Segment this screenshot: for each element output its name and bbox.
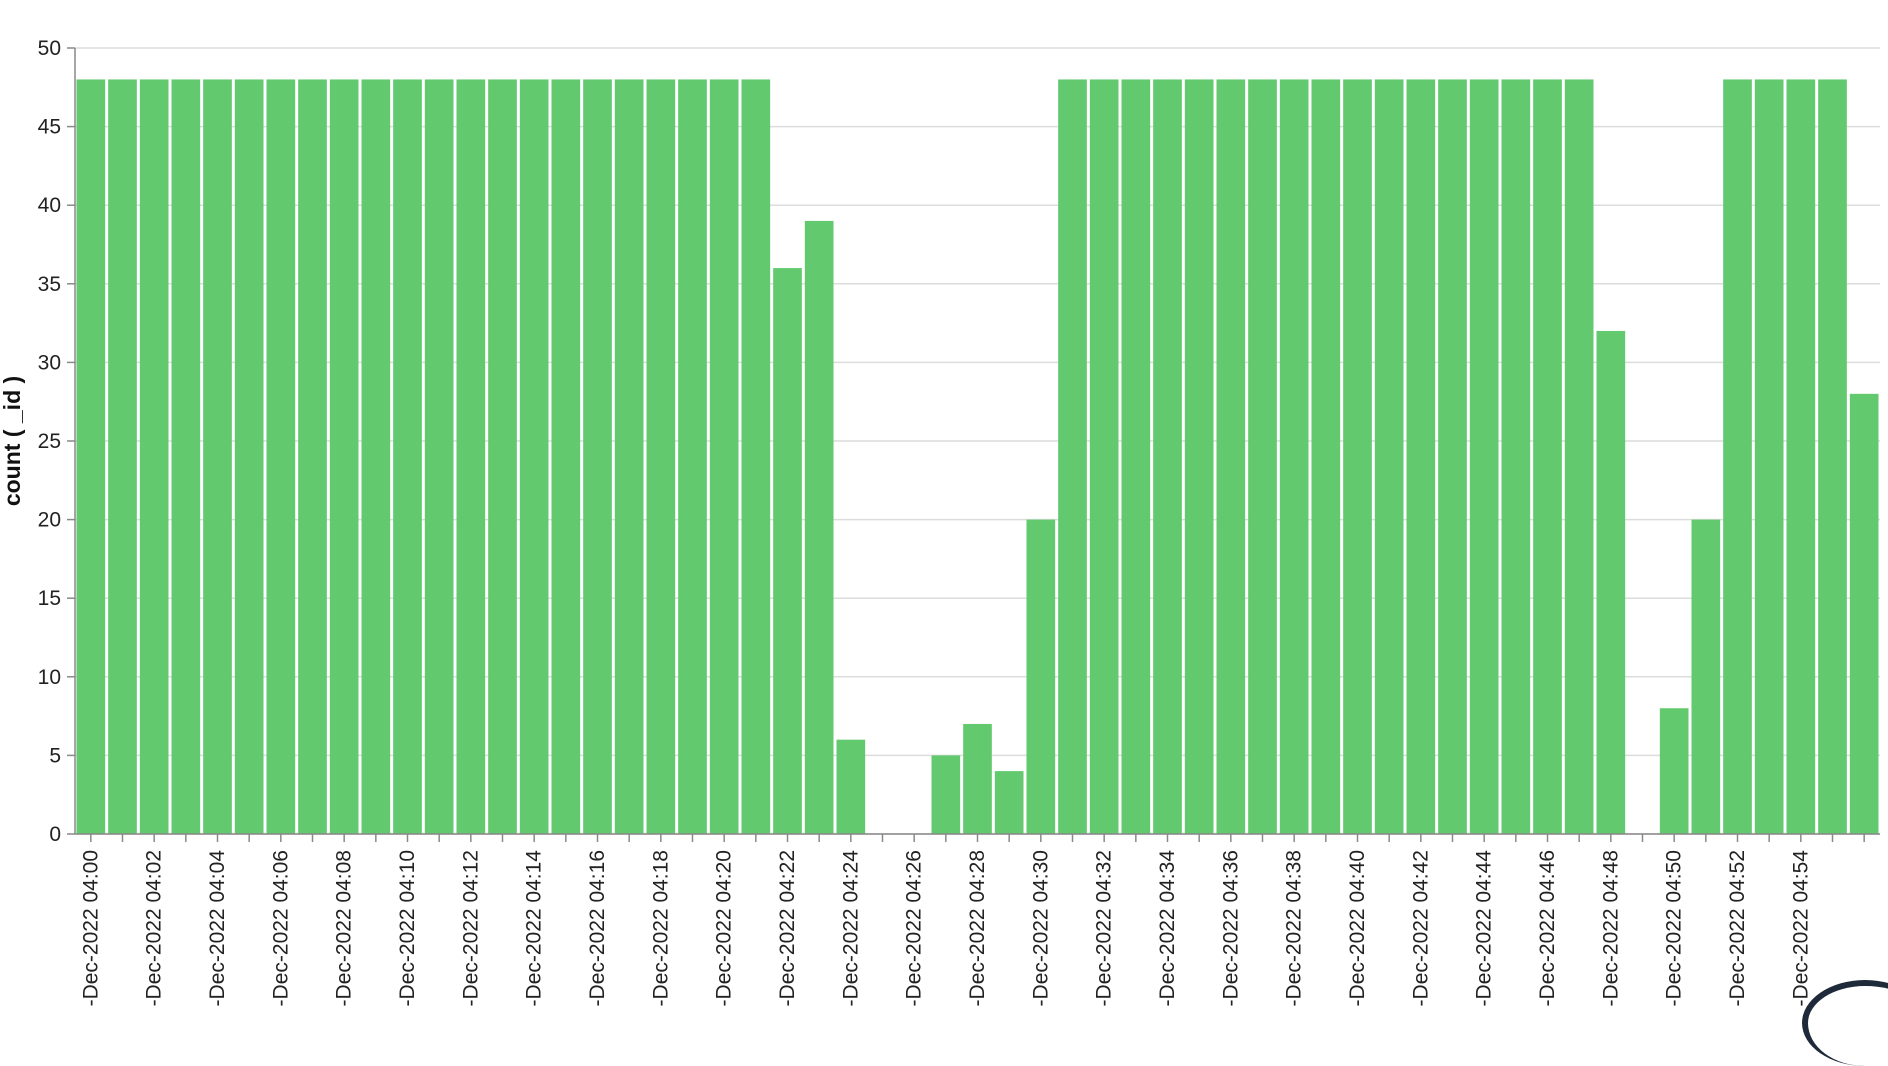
x-axis-ticks: -Dec-2022 04:00 -Dec-2022 04:02 -Dec-2022 … [79, 834, 1865, 1007]
bar [551, 79, 581, 834]
x-tick-label: -Dec-2022 04:00 [79, 850, 102, 1006]
bar [76, 79, 106, 834]
bar [1501, 79, 1531, 834]
y-tick-label: 30 [38, 351, 61, 374]
x-tick-label: -Dec-2022 04:34 [1156, 850, 1179, 1007]
bar [171, 79, 201, 834]
bar [709, 79, 739, 834]
bar [931, 755, 961, 834]
y-tick-label: 50 [38, 37, 61, 60]
y-axis-ticks: 0 5 10 15 20 25 30 35 40 45 50 [38, 37, 75, 846]
x-tick-label: -Dec-2022 04:28 [966, 850, 989, 1006]
bar [361, 79, 391, 834]
bar [1754, 79, 1784, 834]
bar [234, 79, 264, 834]
x-tick-label: -Dec-2022 04:42 [1409, 850, 1432, 1006]
x-tick-label: -Dec-2022 04:46 [1536, 850, 1559, 1006]
corner-decoration [1802, 980, 1888, 1066]
bar [1691, 519, 1721, 834]
y-tick-label: 20 [38, 509, 61, 532]
bar [456, 79, 486, 834]
bar [963, 723, 992, 834]
y-tick-label: 40 [38, 194, 61, 217]
bar [583, 79, 612, 834]
y-tick-label: 10 [38, 666, 61, 689]
x-tick-label: -Dec-2022 04:44 [1473, 850, 1496, 1007]
bars [76, 79, 1879, 835]
bar [1469, 79, 1499, 834]
bar [741, 79, 771, 834]
bar [1184, 79, 1214, 834]
bar [203, 79, 232, 834]
bar [1153, 79, 1182, 834]
bar [1818, 79, 1847, 834]
x-tick-label: -Dec-2022 04:26 [903, 850, 926, 1006]
bar [614, 79, 644, 834]
bar [1216, 79, 1246, 834]
x-tick-label: -Dec-2022 04:16 [586, 850, 609, 1006]
bar [1026, 519, 1056, 834]
y-tick-label: 15 [38, 587, 61, 610]
x-tick-label: -Dec-2022 04:08 [333, 850, 356, 1006]
bar [108, 79, 137, 834]
bar [1659, 708, 1689, 834]
y-tick-label: 45 [38, 116, 61, 139]
x-tick-label: -Dec-2022 04:40 [1346, 850, 1369, 1006]
bar [678, 79, 707, 834]
bar [424, 79, 454, 834]
bar [1406, 79, 1436, 834]
x-tick-label: -Dec-2022 04:20 [713, 850, 736, 1006]
x-tick-label: -Dec-2022 04:50 [1663, 850, 1686, 1006]
bar [266, 79, 296, 834]
bar [804, 220, 834, 835]
bar [1849, 393, 1879, 834]
x-tick-label: -Dec-2022 04:10 [396, 850, 419, 1006]
bar [393, 79, 422, 834]
bar [1058, 79, 1087, 834]
bar [519, 79, 549, 834]
bar [1121, 79, 1151, 834]
y-axis-title: count ( _id ) [0, 376, 25, 506]
x-tick-label: -Dec-2022 04:38 [1283, 850, 1306, 1006]
bar [1596, 330, 1626, 834]
x-tick-label: -Dec-2022 04:14 [523, 850, 546, 1007]
bar [646, 79, 676, 834]
bar [1279, 79, 1309, 834]
y-tick-label: 25 [38, 430, 61, 453]
x-tick-label: -Dec-2022 04:52 [1726, 850, 1749, 1006]
x-tick-label: -Dec-2022 04:24 [839, 850, 862, 1007]
bar [836, 739, 866, 834]
bar [1248, 79, 1277, 834]
bar [1564, 79, 1594, 834]
bar [773, 268, 802, 835]
bar [329, 79, 359, 834]
x-tick-label: -Dec-2022 04:36 [1219, 850, 1242, 1006]
bar [139, 79, 169, 834]
x-tick-label: -Dec-2022 04:30 [1029, 850, 1052, 1006]
x-tick-label: -Dec-2022 04:06 [269, 850, 292, 1006]
y-tick-label: 0 [49, 823, 61, 846]
x-tick-label: -Dec-2022 04:54 [1789, 850, 1812, 1007]
bar [1533, 79, 1562, 834]
bar [1311, 79, 1341, 834]
x-tick-label: -Dec-2022 04:02 [143, 850, 166, 1006]
bar [1723, 79, 1752, 834]
bar [1374, 79, 1404, 834]
bar [298, 79, 327, 834]
bar [1438, 79, 1467, 834]
x-tick-label: -Dec-2022 04:04 [206, 850, 229, 1007]
bar [488, 79, 517, 834]
x-tick-label: -Dec-2022 04:12 [459, 850, 482, 1006]
bar [1786, 79, 1816, 834]
x-tick-label: -Dec-2022 04:48 [1599, 850, 1622, 1006]
x-tick-label: -Dec-2022 04:22 [776, 850, 799, 1006]
bar [994, 771, 1024, 834]
bar [1089, 79, 1119, 834]
x-tick-label: -Dec-2022 04:32 [1093, 850, 1116, 1006]
y-tick-label: 5 [49, 744, 61, 767]
x-tick-label: -Dec-2022 04:18 [649, 850, 672, 1006]
bar [1343, 79, 1372, 834]
y-tick-label: 35 [38, 273, 61, 296]
